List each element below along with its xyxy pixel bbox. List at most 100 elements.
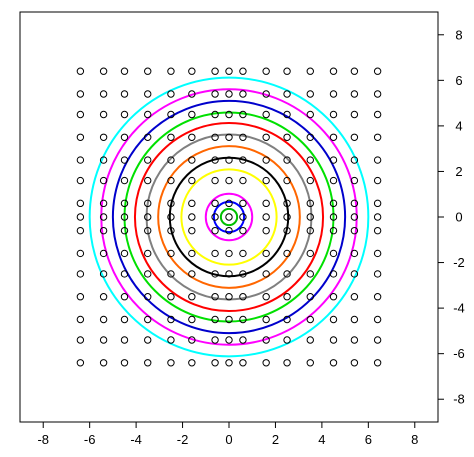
data-point xyxy=(99,293,108,301)
data-point xyxy=(225,133,233,141)
data-point xyxy=(225,336,233,344)
data-point xyxy=(120,90,129,98)
data-point xyxy=(211,315,219,324)
data-point xyxy=(120,67,129,75)
data-point xyxy=(76,156,85,164)
x-tick-label: -8 xyxy=(37,432,49,447)
data-point xyxy=(373,176,382,185)
data-point xyxy=(211,226,219,235)
data-point xyxy=(283,270,291,278)
x-tick-label: -2 xyxy=(177,432,189,447)
data-point xyxy=(283,199,291,208)
data-point xyxy=(262,249,270,258)
data-point xyxy=(99,156,108,164)
data-point xyxy=(188,67,196,75)
data-point xyxy=(225,270,233,278)
data-point xyxy=(120,270,129,278)
data-point xyxy=(76,110,85,119)
data-point xyxy=(329,90,338,98)
data-point xyxy=(167,156,175,164)
data-point xyxy=(188,293,196,301)
y-tick-label: -6 xyxy=(453,346,465,361)
data-point xyxy=(306,199,314,208)
data-point xyxy=(306,336,314,344)
y-tick-label: -8 xyxy=(453,392,465,407)
contour-circle-0 xyxy=(219,207,239,227)
data-point xyxy=(350,110,359,119)
data-point xyxy=(76,133,85,141)
contour-circle-3 xyxy=(180,168,278,266)
data-point xyxy=(350,359,359,367)
data-point xyxy=(76,336,85,344)
data-point xyxy=(225,176,233,185)
data-point xyxy=(350,90,359,98)
data-point xyxy=(262,110,270,119)
data-point xyxy=(283,336,291,344)
data-point xyxy=(239,270,247,278)
data-point xyxy=(306,90,314,98)
data-point xyxy=(144,359,152,367)
data-point xyxy=(329,133,338,141)
data-point xyxy=(306,293,314,301)
data-point xyxy=(120,133,129,141)
data-point xyxy=(225,359,233,367)
data-point xyxy=(188,90,196,98)
data-point xyxy=(239,226,247,235)
data-point xyxy=(99,315,108,324)
data-point xyxy=(283,293,291,301)
data-point xyxy=(329,110,338,119)
data-point xyxy=(211,199,219,208)
data-point xyxy=(120,315,129,324)
data-point xyxy=(373,199,382,208)
data-point xyxy=(99,67,108,75)
data-point xyxy=(262,270,270,278)
data-point xyxy=(239,315,247,324)
data-point xyxy=(329,226,338,235)
data-point xyxy=(350,336,359,344)
data-point xyxy=(225,110,233,119)
data-point xyxy=(167,176,175,185)
data-point xyxy=(167,315,175,324)
data-point xyxy=(373,293,382,301)
data-point xyxy=(239,133,247,141)
data-point xyxy=(76,226,85,235)
data-point xyxy=(373,249,382,258)
data-point xyxy=(99,90,108,98)
data-point xyxy=(144,133,152,141)
data-point xyxy=(329,213,338,221)
data-point xyxy=(239,67,247,75)
data-point xyxy=(350,213,359,221)
data-point xyxy=(144,226,152,235)
data-point xyxy=(350,133,359,141)
data-point xyxy=(239,176,247,185)
x-tick-label: -4 xyxy=(130,432,142,447)
data-point xyxy=(283,213,291,221)
data-point xyxy=(167,249,175,258)
data-point xyxy=(239,199,247,208)
data-point xyxy=(262,226,270,235)
data-point xyxy=(329,67,338,75)
data-point xyxy=(76,213,85,221)
circles-layer xyxy=(88,76,370,358)
data-point xyxy=(350,315,359,324)
data-point xyxy=(306,226,314,235)
y-tick-label: 4 xyxy=(455,118,462,133)
data-point xyxy=(329,315,338,324)
data-point xyxy=(350,176,359,185)
data-point xyxy=(211,67,219,75)
data-point xyxy=(373,110,382,119)
data-point xyxy=(262,293,270,301)
data-point xyxy=(262,67,270,75)
data-point xyxy=(99,270,108,278)
contour-circle-6 xyxy=(145,133,313,301)
data-point xyxy=(350,156,359,164)
data-point xyxy=(76,315,85,324)
data-point xyxy=(283,90,291,98)
data-point xyxy=(99,336,108,344)
data-point xyxy=(373,67,382,75)
data-point xyxy=(239,156,247,164)
data-point xyxy=(225,199,233,208)
data-point xyxy=(373,336,382,344)
